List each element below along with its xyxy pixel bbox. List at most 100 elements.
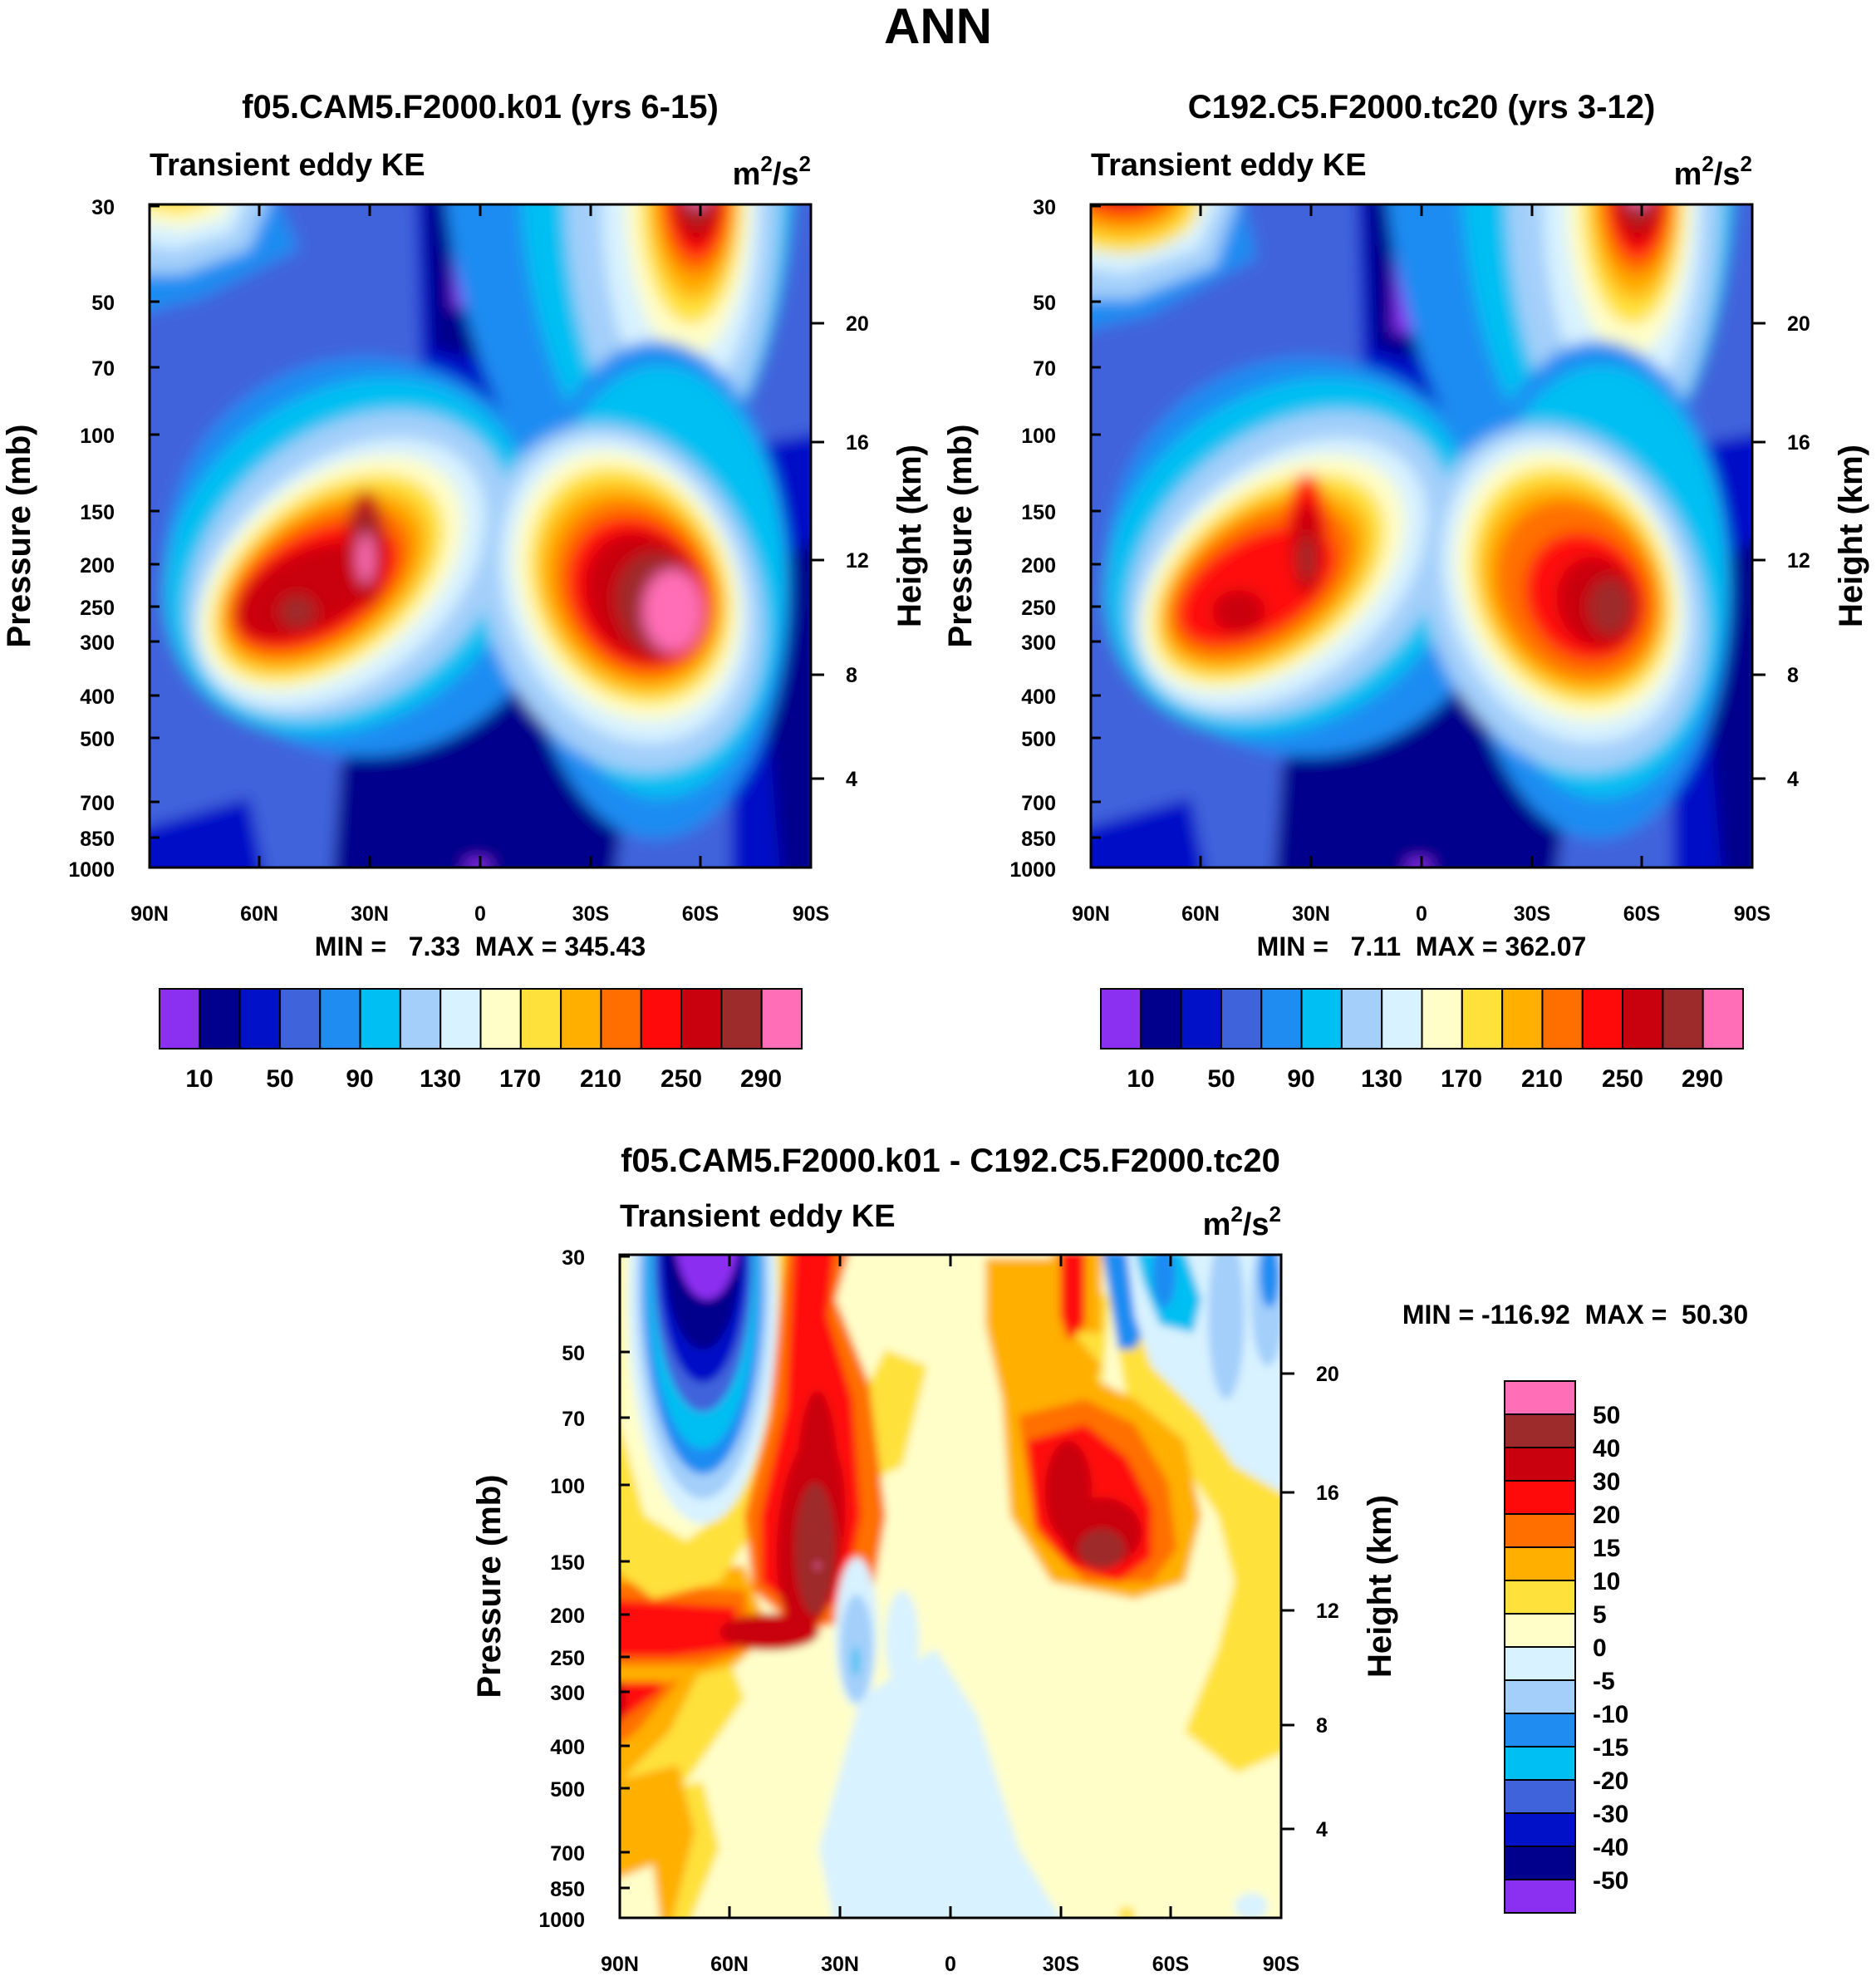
panel-title: C192.C5.F2000.tc20 (yrs 3-12): [1188, 89, 1656, 125]
colorbar-swatch: [1504, 1879, 1576, 1914]
y2-tick-label: 20: [1787, 312, 1810, 336]
colorbar-swatch: [1504, 1613, 1576, 1648]
y-tick-label: 250: [550, 1647, 585, 1670]
colorbar-label: -20: [1593, 1767, 1628, 1795]
y-tick-label: 30: [91, 196, 115, 219]
y-tick-label: 850: [1021, 828, 1056, 851]
y-tick-label: 150: [1021, 501, 1056, 524]
y2-tick-label: 12: [1316, 1600, 1339, 1623]
x-tick-label: 90N: [1072, 902, 1110, 926]
min-max-stats: MIN = -116.92 MAX = 50.30: [1402, 1300, 1748, 1330]
colorbar-swatch: [1581, 988, 1624, 1049]
x-tick-label: 90S: [1263, 1953, 1299, 1976]
colorbar-swatch: [399, 988, 442, 1049]
colorbar-swatch: [600, 988, 642, 1049]
colorbar-swatch: [238, 988, 281, 1049]
y2-tick-label: 8: [1316, 1714, 1328, 1738]
contour-plot: [150, 204, 811, 868]
colorbar-swatch: [640, 988, 683, 1049]
y2-tick-label: 20: [1316, 1363, 1339, 1386]
unit-label: m2/s2: [733, 151, 811, 192]
y-tick-label: 150: [550, 1551, 585, 1575]
colorbar-label: 40: [1593, 1435, 1620, 1462]
colorbar-label: 10: [185, 1065, 213, 1093]
colorbar-label: 170: [499, 1065, 541, 1093]
x-tick-label: 30S: [572, 902, 609, 926]
y-tick-label: 30: [1033, 196, 1056, 219]
colorbar-label: 290: [740, 1065, 782, 1093]
colorbar-label: 30: [1593, 1468, 1620, 1496]
y-tick-label: 850: [550, 1878, 585, 1901]
colorbar-swatch: [440, 988, 482, 1049]
y-tick-label: 250: [1021, 597, 1056, 620]
y2-tick-label: 12: [1787, 549, 1810, 573]
y-tick-label: 50: [91, 292, 115, 315]
colorbar-swatch: [1504, 1413, 1576, 1448]
colorbar-label: 10: [1127, 1065, 1154, 1093]
colorbar-label: -40: [1593, 1834, 1628, 1861]
y2-tick-label: 8: [1787, 664, 1799, 687]
x-tick-label: 30N: [351, 902, 389, 926]
colorbar-label: 210: [1521, 1065, 1563, 1093]
y-tick-label: 850: [80, 828, 115, 851]
y-tick-label: 300: [80, 632, 115, 655]
colorbar-swatch: [1180, 988, 1222, 1049]
x-tick-label: 60N: [240, 902, 278, 926]
y-axis-label: Pressure (mb): [942, 425, 979, 648]
colorbar-swatch: [1140, 988, 1182, 1049]
colorbar-swatch: [1702, 988, 1744, 1049]
y-tick-label: 400: [550, 1736, 585, 1759]
colorbar-swatch: [1300, 988, 1343, 1049]
contour-plot: [1091, 204, 1752, 868]
y2-tick-label: 4: [1787, 768, 1799, 791]
y-tick-label: 100: [1021, 425, 1056, 448]
x-tick-label: 90S: [793, 902, 829, 926]
y2-ticks: 20 16 12 8 4: [811, 312, 869, 791]
colorbar-swatch: [519, 988, 562, 1049]
y-tick-label: 700: [550, 1842, 585, 1865]
y2-tick-label: 16: [1316, 1482, 1339, 1505]
x-tick-label: 0: [1416, 902, 1427, 926]
colorbar-swatch: [1340, 988, 1383, 1049]
y2-tick-label: 12: [846, 549, 869, 573]
y-axis-label: Pressure (mb): [1, 425, 37, 648]
colorbar-swatch: [1504, 1380, 1576, 1415]
y-tick-label: 400: [1021, 686, 1056, 709]
colorbar-label: 10: [1593, 1568, 1620, 1595]
colorbar-label: -15: [1593, 1734, 1628, 1762]
x-tick-label: 90N: [601, 1953, 639, 1976]
x-tick-label: 60N: [710, 1953, 749, 1976]
panel-cam5: f05.CAM5.F2000.k01 (yrs 6-15) Transient …: [1, 89, 928, 1093]
x-tick-label: 60S: [1152, 1953, 1189, 1976]
colorbar-swatch: [720, 988, 763, 1049]
x-tick-label: 0: [945, 1953, 956, 1976]
x-tick-label: 60N: [1181, 902, 1220, 926]
colorbar-swatch: [199, 988, 241, 1049]
colorbar-swatch: [278, 988, 322, 1049]
x-ticks: 90N 60N 30N 0 30S 60S 90S: [1072, 204, 1770, 926]
colorbar-swatch: [359, 988, 401, 1049]
colorbar-label: 130: [420, 1065, 461, 1093]
colorbar-swatch: [560, 988, 602, 1049]
colorbar-swatch: [1504, 1713, 1576, 1748]
y-tick-label: 500: [80, 728, 115, 751]
y-ticks: 30 50 70 100 150 200 250 300 400 500 700…: [68, 196, 160, 882]
x-ticks: 90N 60N 30N 0 30S 60S 90S: [130, 204, 829, 926]
y-ticks: 30 50 70 100 150 200 250 300 400 500 700…: [538, 1246, 630, 1932]
y-tick-label: 100: [80, 425, 115, 448]
y2-tick-label: 8: [846, 664, 857, 687]
y2-axis-label: Height (km): [1362, 1495, 1398, 1678]
colorbar-swatch: [1622, 988, 1664, 1049]
variable-label: Transient eddy KE: [1091, 148, 1367, 183]
x-tick-label: 30N: [1292, 902, 1330, 926]
contour-plot: [620, 1255, 1281, 1918]
x-ticks: 90N 60N 30N 0 30S 60S 90S: [601, 1255, 1299, 1976]
y-tick-label: 100: [550, 1475, 585, 1498]
colorbar-label: -30: [1593, 1801, 1628, 1828]
colorbar-label: 290: [1682, 1065, 1723, 1093]
colorbar-label: 5: [1593, 1601, 1607, 1629]
colorbar: 10 50 90 130 170 210 250 290: [1100, 988, 1744, 1093]
unit-label: m2/s2: [1203, 1202, 1281, 1242]
x-tick-label: 30S: [1043, 1953, 1079, 1976]
colorbar-swatch: [1504, 1812, 1576, 1847]
